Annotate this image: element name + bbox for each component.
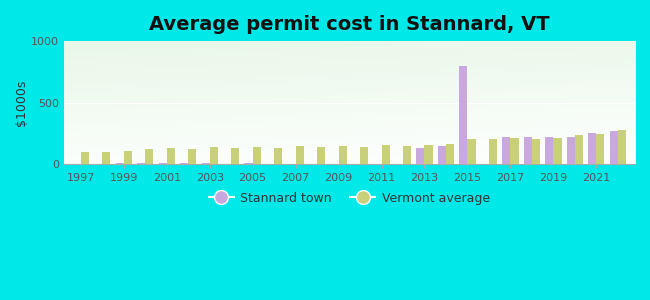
Bar <box>244 163 253 164</box>
Y-axis label: $1000s: $1000s <box>15 80 28 126</box>
Bar <box>467 139 476 164</box>
Bar <box>231 148 239 164</box>
Bar <box>360 147 368 164</box>
Bar <box>317 147 325 164</box>
Bar <box>532 139 540 164</box>
Bar <box>553 138 562 164</box>
Bar <box>575 135 583 164</box>
Bar <box>253 147 261 164</box>
Bar <box>417 148 424 164</box>
Bar <box>145 149 153 164</box>
Bar <box>502 137 510 164</box>
Bar <box>489 139 497 164</box>
Bar <box>296 146 304 164</box>
Bar <box>81 152 89 164</box>
Legend: Stannard town, Vermont average: Stannard town, Vermont average <box>204 187 495 210</box>
Bar <box>102 152 110 164</box>
Bar <box>588 134 596 164</box>
Bar <box>137 163 145 164</box>
Bar <box>596 134 605 164</box>
Bar <box>167 148 175 164</box>
Bar <box>618 130 626 164</box>
Bar <box>446 144 454 164</box>
Bar <box>438 146 446 164</box>
Bar <box>403 146 411 164</box>
Title: Average permit cost in Stannard, VT: Average permit cost in Stannard, VT <box>149 15 550 34</box>
Bar <box>610 131 617 164</box>
Bar <box>274 148 282 164</box>
Bar <box>188 149 196 164</box>
Bar <box>202 163 210 164</box>
Bar <box>124 151 132 164</box>
Bar <box>339 146 346 164</box>
Bar <box>510 138 519 164</box>
Bar <box>545 137 553 164</box>
Bar <box>460 66 467 164</box>
Bar <box>424 145 433 164</box>
Bar <box>524 137 532 164</box>
Bar <box>567 137 575 164</box>
Bar <box>116 163 124 164</box>
Bar <box>159 163 167 164</box>
Bar <box>180 163 188 164</box>
Bar <box>210 147 218 164</box>
Bar <box>382 145 390 164</box>
